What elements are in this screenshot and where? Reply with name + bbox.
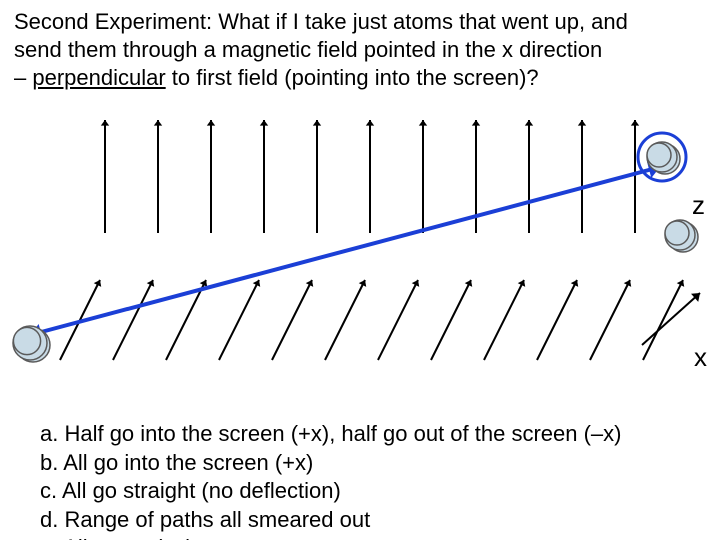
option-d: d. Range of paths all smeared out: [40, 506, 621, 535]
question-text: Second Experiment: What if I take just a…: [14, 8, 706, 92]
x-axis-label: x: [694, 342, 707, 373]
question-line2: send them through a magnetic field point…: [14, 37, 602, 62]
question-line3-underlined: perpendicular: [32, 65, 165, 90]
question-line3-prefix: –: [14, 65, 32, 90]
question-line3-suffix: to first field (pointing into the screen…: [166, 65, 539, 90]
option-c: c. All go straight (no deflection): [40, 477, 621, 506]
z-axis-label: z: [692, 190, 705, 221]
answer-options: a. Half go into the screen (+x), half go…: [40, 420, 621, 540]
option-e: e. All go up (+z): [40, 534, 621, 540]
question-line1: Second Experiment: What if I take just a…: [14, 9, 628, 34]
option-b: b. All go into the screen (+x): [40, 449, 621, 478]
option-a: a. Half go into the screen (+x), half go…: [40, 420, 621, 449]
experiment-diagram: [0, 95, 720, 395]
